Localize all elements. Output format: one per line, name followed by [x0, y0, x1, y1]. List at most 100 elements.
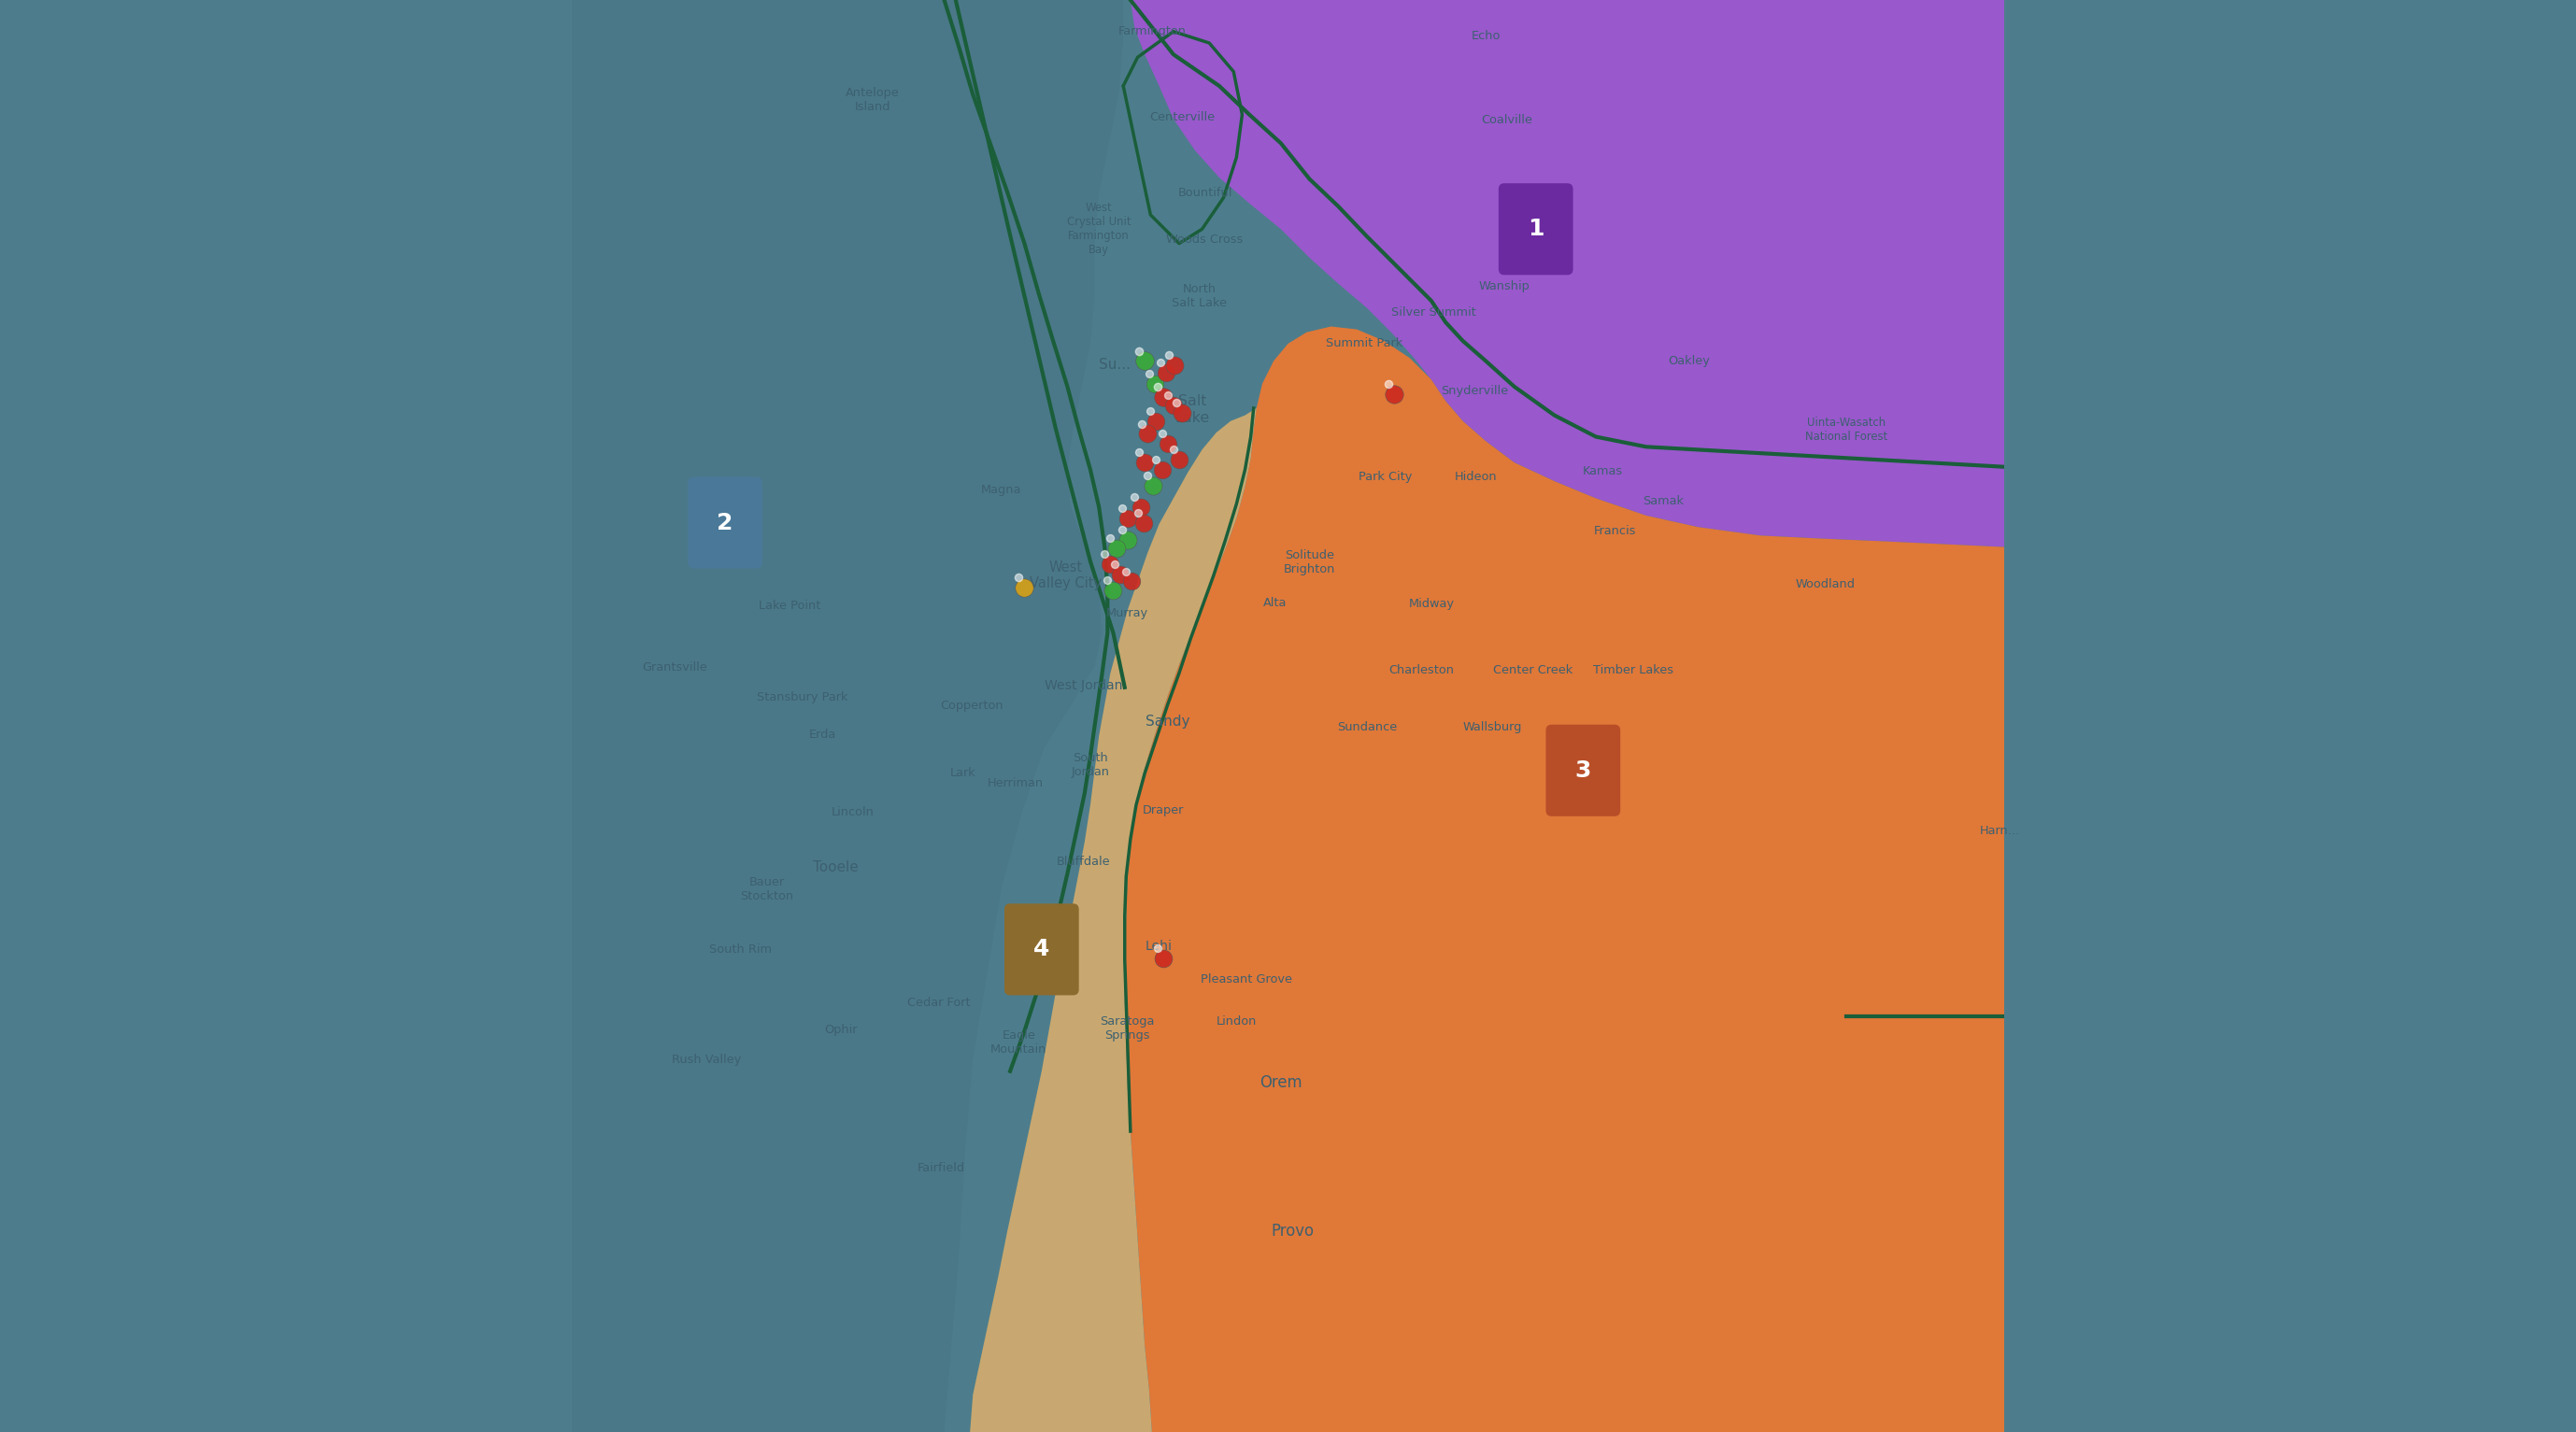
- Text: Herriman: Herriman: [987, 778, 1043, 789]
- Point: [1136, 410, 1177, 432]
- Point: [1095, 553, 1136, 576]
- Point: [1133, 372, 1175, 395]
- Text: Charleston: Charleston: [1388, 664, 1453, 676]
- Text: Harn...: Harn...: [1981, 825, 2020, 836]
- Text: Rush Valley: Rush Valley: [672, 1054, 742, 1065]
- Text: West Jordan: West Jordan: [1043, 679, 1123, 693]
- Point: [1133, 474, 1175, 497]
- Polygon shape: [1126, 326, 2004, 1432]
- Point: [1146, 384, 1188, 407]
- Point: [1121, 495, 1162, 518]
- Point: [1123, 511, 1164, 534]
- Point: [1136, 448, 1177, 471]
- Point: [1115, 485, 1157, 508]
- Text: Cedar Fort: Cedar Fort: [907, 997, 971, 1008]
- Polygon shape: [945, 408, 1257, 1432]
- FancyBboxPatch shape: [1499, 183, 1574, 275]
- Text: Grantsville: Grantsville: [641, 662, 708, 673]
- Text: Sundance: Sundance: [1337, 722, 1396, 733]
- Text: Provo: Provo: [1270, 1223, 1314, 1240]
- Point: [1084, 543, 1126, 566]
- Point: [1131, 400, 1172, 422]
- Text: Su...: Su...: [1100, 358, 1131, 372]
- Text: Lincoln: Lincoln: [832, 806, 873, 818]
- Point: [1100, 518, 1141, 541]
- Polygon shape: [572, 0, 1123, 1432]
- Point: [1100, 497, 1141, 520]
- Point: [1141, 458, 1182, 481]
- Point: [1149, 344, 1190, 367]
- Point: [1118, 441, 1159, 464]
- Text: Silver Summit: Silver Summit: [1391, 306, 1476, 318]
- Point: [1159, 448, 1200, 471]
- Text: Fairfield: Fairfield: [917, 1163, 966, 1174]
- Text: Lark: Lark: [951, 768, 976, 779]
- Text: Copperton: Copperton: [940, 700, 1002, 712]
- Text: Orem: Orem: [1260, 1074, 1301, 1091]
- Text: Bluffdale: Bluffdale: [1056, 856, 1110, 868]
- Text: Centerville: Centerville: [1149, 112, 1216, 123]
- Text: 4: 4: [1033, 938, 1051, 961]
- Text: Woodland: Woodland: [1795, 579, 1855, 590]
- Text: Antelope
Island: Antelope Island: [845, 87, 899, 113]
- Point: [1141, 351, 1182, 374]
- Text: South
Jordan: South Jordan: [1072, 752, 1110, 778]
- Text: Pleasant Grove: Pleasant Grove: [1200, 974, 1293, 985]
- Point: [1136, 937, 1177, 959]
- Text: Samak: Samak: [1643, 495, 1685, 507]
- Text: Wanship: Wanship: [1479, 281, 1530, 292]
- Text: Hoytsville: Hoytsville: [1504, 198, 1564, 209]
- Point: [1154, 394, 1195, 417]
- Text: Kamas: Kamas: [1584, 465, 1623, 477]
- Point: [1087, 569, 1128, 591]
- Point: [1123, 451, 1164, 474]
- Text: North
Salt Lake: North Salt Lake: [1172, 284, 1226, 309]
- FancyBboxPatch shape: [1546, 725, 1620, 816]
- Point: [1373, 382, 1414, 405]
- Point: [1162, 401, 1203, 424]
- Point: [1095, 537, 1136, 560]
- Text: 3: 3: [1574, 759, 1592, 782]
- Text: West
Crystal Unit
Farmington
Bay: West Crystal Unit Farmington Bay: [1066, 202, 1131, 256]
- Point: [1128, 422, 1170, 445]
- Text: Midway: Midway: [1409, 599, 1453, 610]
- Text: Francis: Francis: [1595, 526, 1636, 537]
- Text: Ophir: Ophir: [824, 1024, 858, 1035]
- Point: [1368, 372, 1409, 395]
- Text: Solitude
Brighton: Solitude Brighton: [1283, 550, 1334, 576]
- Text: Erda: Erda: [809, 729, 837, 740]
- Point: [1108, 528, 1149, 551]
- Text: Bountiful: Bountiful: [1177, 188, 1231, 199]
- Text: Eagle
Mountain: Eagle Mountain: [992, 1030, 1046, 1055]
- Text: Saratoga
Springs: Saratoga Springs: [1100, 1015, 1154, 1041]
- Point: [1100, 563, 1141, 586]
- Text: South Rim: South Rim: [708, 944, 773, 955]
- Text: Magna: Magna: [981, 484, 1023, 495]
- Text: Hideon: Hideon: [1455, 471, 1497, 483]
- Point: [1090, 527, 1131, 550]
- Text: Park City: Park City: [1358, 471, 1412, 483]
- FancyBboxPatch shape: [688, 477, 762, 569]
- Text: Farmington: Farmington: [1118, 26, 1185, 37]
- Point: [1144, 947, 1185, 969]
- Point: [1092, 579, 1133, 601]
- Point: [1123, 349, 1164, 372]
- Text: Lake Point: Lake Point: [757, 600, 822, 611]
- Text: Coalville: Coalville: [1481, 115, 1533, 126]
- Text: Lehi: Lehi: [1146, 939, 1172, 954]
- Point: [1005, 576, 1046, 599]
- Point: [1118, 339, 1159, 362]
- Text: West
Valley City: West Valley City: [1030, 560, 1103, 591]
- Text: 1: 1: [1528, 218, 1543, 241]
- Text: Alta: Alta: [1262, 597, 1288, 609]
- Polygon shape: [1123, 0, 2004, 547]
- Text: Uinta-Wasatch
National Forest: Uinta-Wasatch National Forest: [1806, 417, 1888, 442]
- Text: Center Creek: Center Creek: [1494, 664, 1574, 676]
- Point: [1118, 501, 1159, 524]
- Text: Salt
Lake: Salt Lake: [1175, 394, 1211, 425]
- Point: [1154, 438, 1195, 461]
- Text: Oakley: Oakley: [1669, 355, 1710, 367]
- Text: Timber Lakes: Timber Lakes: [1592, 664, 1674, 676]
- Text: Sandy: Sandy: [1146, 715, 1190, 729]
- Text: Tooele: Tooele: [811, 861, 858, 875]
